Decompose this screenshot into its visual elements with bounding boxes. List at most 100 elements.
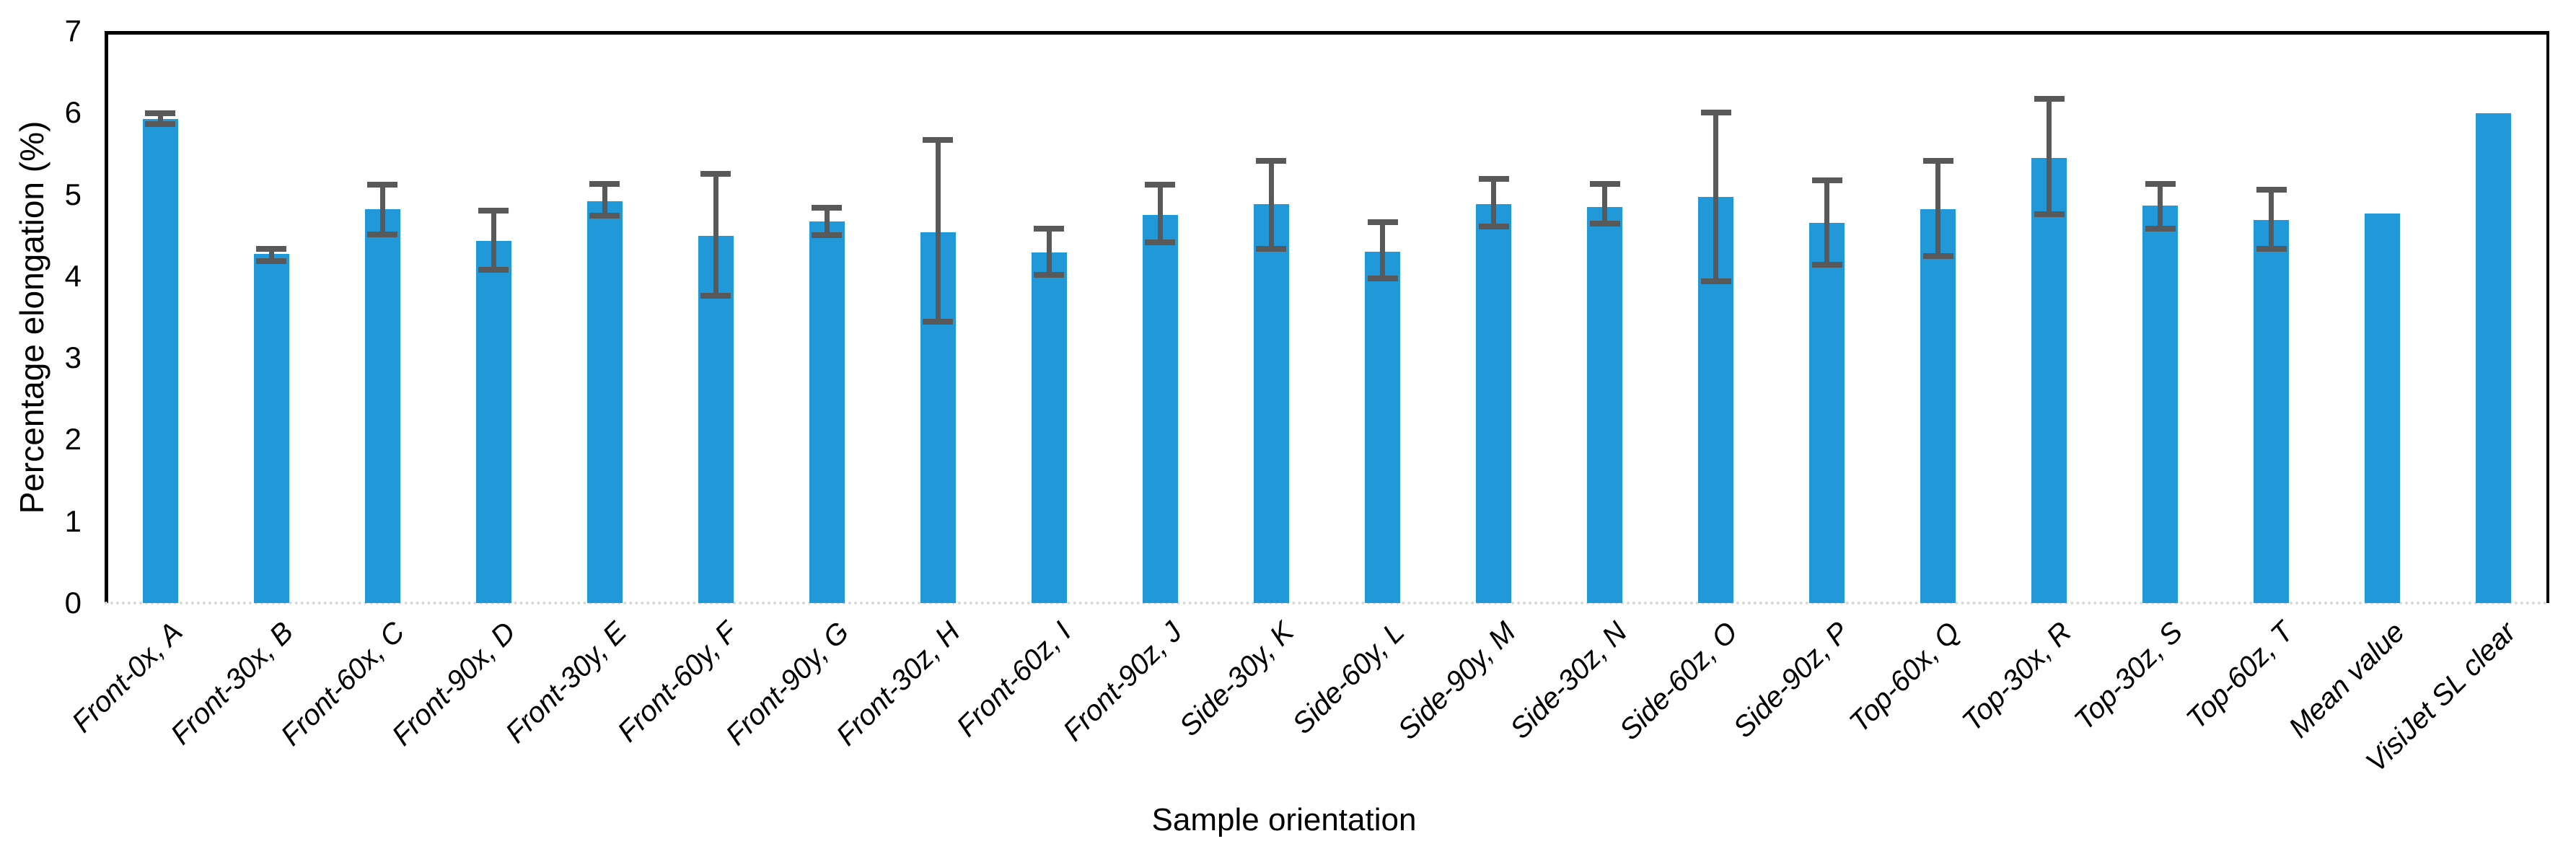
error-bar [1380, 222, 1386, 279]
bar [142, 119, 178, 603]
x-tick-label: Side-90z, P [1727, 616, 1855, 744]
x-tick-label: Front-90z, J [1057, 616, 1189, 748]
error-bar-cap [1256, 246, 1287, 252]
error-bar-cap [1367, 276, 1398, 282]
bar [809, 221, 845, 603]
bar [364, 208, 400, 603]
y-tick-label: 4 [64, 258, 82, 293]
error-bar [602, 183, 607, 216]
error-bar-cap [1922, 252, 1953, 259]
error-bar [1046, 229, 1052, 275]
error-bar [824, 207, 830, 236]
error-bar [157, 113, 163, 125]
bar [1031, 252, 1067, 603]
x-tick-label: Top-30z, S [2068, 616, 2189, 736]
error-bar [2047, 99, 2052, 214]
x-tick-label: Top-60z, T [2180, 616, 2300, 736]
error-bar-cap [589, 213, 620, 219]
x-tick-label: Side-60z, O [1614, 616, 1744, 747]
error-bar-cap [2034, 96, 2065, 102]
x-tick-label: Side-30y, K [1173, 616, 1300, 743]
y-tick-label: 6 [64, 95, 82, 130]
error-bar [1491, 179, 1497, 227]
bar [2476, 113, 2512, 603]
error-bar [1157, 184, 1163, 243]
error-bar-cap [145, 110, 176, 117]
plot-area [105, 31, 2549, 603]
x-tick-label: Side-60y, L [1286, 616, 1411, 741]
error-bar-cap [1145, 239, 1176, 246]
bar [253, 254, 289, 603]
y-tick-label: 5 [64, 177, 82, 211]
error-bar [2269, 189, 2274, 250]
error-bar-cap [256, 246, 287, 252]
x-axis-baseline [105, 602, 2549, 604]
error-bar [491, 211, 496, 270]
error-bar-cap [2256, 186, 2287, 193]
error-bar-cap [1145, 181, 1176, 188]
error-bar-cap [1700, 278, 1731, 284]
error-bar-cap [1034, 271, 1065, 278]
error-bar [935, 139, 941, 322]
error-bar [713, 174, 718, 296]
bar [2031, 157, 2067, 603]
bar [1476, 204, 1512, 603]
error-bar [1824, 180, 1830, 265]
error-bar [379, 184, 385, 235]
bar [475, 241, 511, 603]
error-bar-cap [2256, 246, 2287, 252]
error-bar [1602, 183, 1608, 224]
error-bar-cap [1922, 158, 1953, 164]
error-bar-cap [2034, 211, 2065, 217]
y-tick-label: 7 [64, 14, 82, 48]
error-bar-cap [1811, 261, 1842, 268]
error-bar-cap [1478, 223, 1509, 229]
error-bar-cap [1367, 219, 1398, 226]
error-bar [1713, 113, 1719, 281]
x-tick-label: Top-30x, R [1956, 616, 2078, 738]
error-bar-cap [812, 232, 843, 239]
bar [1587, 206, 1623, 603]
error-bar-cap [1478, 176, 1509, 182]
y-tick-label: 1 [64, 503, 82, 538]
error-bar-cap [923, 136, 954, 143]
error-bar-cap [2145, 226, 2176, 232]
bar [1920, 208, 1956, 603]
y-tick-label: 2 [64, 422, 82, 457]
x-axis-title: Sample orientation [1151, 802, 1417, 837]
error-bar-cap [700, 293, 731, 299]
error-bar-cap [367, 232, 398, 238]
y-tick-label: 3 [64, 340, 82, 375]
bar [1253, 204, 1289, 603]
error-bar-cap [256, 258, 287, 265]
error-bar-cap [1034, 226, 1065, 232]
y-tick-label: 0 [64, 586, 82, 620]
error-bar-cap [2145, 180, 2176, 187]
bar [1809, 223, 1845, 603]
error-bar [268, 249, 274, 262]
error-bar-cap [478, 208, 509, 214]
error-bar-cap [145, 121, 176, 128]
bar [2142, 206, 2179, 603]
bar [1142, 214, 1178, 603]
error-bar-cap [367, 181, 398, 188]
bar [2365, 213, 2401, 603]
error-bar [1268, 161, 1274, 250]
error-bar-cap [589, 180, 620, 187]
bar [1365, 251, 1401, 603]
x-tick-label: Side-90y, M [1392, 616, 1522, 746]
x-tick-label: Side-30z, N [1503, 616, 1633, 745]
error-bar-cap [1589, 180, 1620, 187]
error-bar-cap [1256, 158, 1287, 164]
error-bar-cap [478, 266, 509, 273]
error-bar-cap [923, 319, 954, 325]
error-bar-cap [1811, 177, 1842, 184]
bar [2254, 219, 2290, 603]
error-bar [2158, 183, 2163, 229]
bar [586, 201, 623, 603]
error-bar-cap [1700, 110, 1731, 116]
error-bar-cap [1589, 221, 1620, 227]
error-bar [1935, 161, 1941, 256]
x-tick-label: Front-0x, A [66, 616, 189, 739]
